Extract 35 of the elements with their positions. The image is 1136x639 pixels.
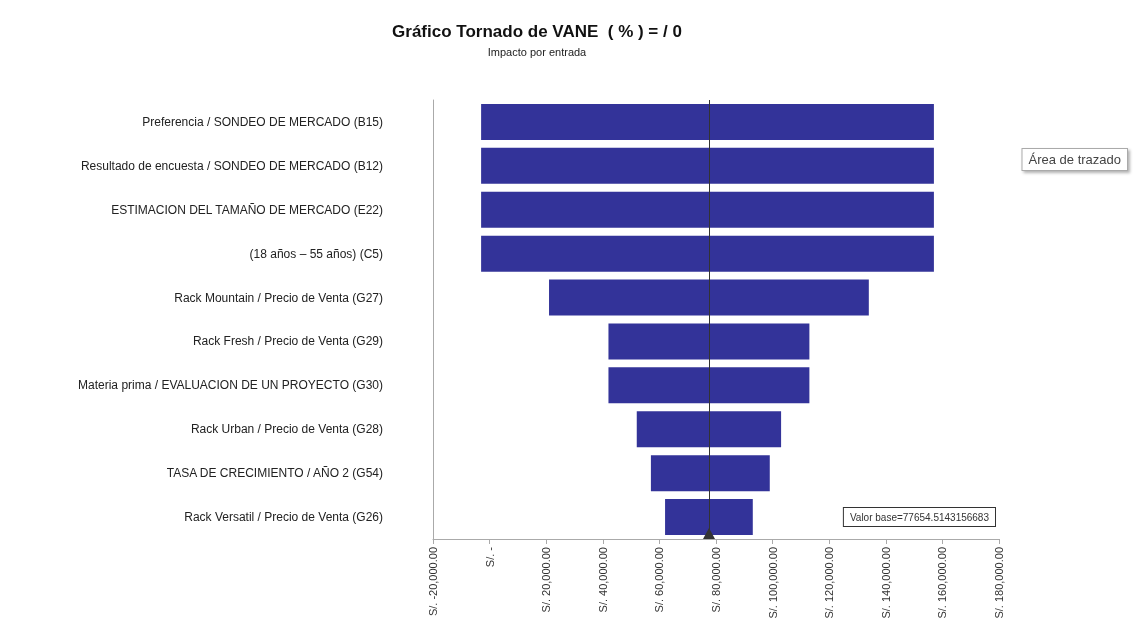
y-tick-label: Resultado de encuesta / SONDEO DE MERCADO (B12) (80, 158, 383, 173)
y-tick-label: Rack Mountain / Precio de Venta (G27) (174, 290, 383, 305)
x-tick-label: S/. 100,000.00 (766, 547, 779, 619)
bar (608, 323, 810, 360)
bar (481, 147, 934, 184)
text: Área de trazado (1028, 152, 1122, 167)
bar (481, 191, 934, 228)
x-tick-label: S/. 140,000.00 (879, 547, 892, 619)
x-tick-label: S/. 40,000.00 (596, 547, 609, 613)
bar (481, 235, 934, 272)
x-tick-label: S/. 60,000.00 (653, 547, 666, 613)
y-tick-label: Rack Versatil / Precio de Venta (G26) (184, 510, 383, 525)
y-tick-label: Rack Urban / Precio de Venta (G28) (190, 422, 383, 437)
bar (650, 455, 770, 492)
y-tick-label: Preferencia / SONDEO DE MERCADO (B15) (142, 114, 383, 129)
y-tick-label: ESTIMACION DEL TAMAÑO DE MERCADO (E22) (111, 202, 383, 217)
x-tick-label: S/. 120,000.00 (823, 547, 836, 619)
y-tick-label: TASA DE CRECIMIENTO / AÑO 2 (G54) (166, 466, 383, 481)
x-tick-label: S/. 80,000.00 (710, 547, 722, 613)
x-tick-label: S/. 180,000.00 (993, 547, 1005, 619)
y-tick-label: (18 años – 55 años) (C5) (249, 246, 383, 261)
bar (608, 367, 810, 404)
x-tick-label: S/. 160,000.00 (936, 547, 949, 619)
chart-subtitle: Impacto por entrada (487, 45, 588, 58)
x-tick-label: S/. 20,000.00 (540, 547, 553, 613)
bar (549, 279, 869, 316)
y-tick-label: Rack Fresh / Precio de Venta (G29) (192, 334, 383, 349)
y-tick-label: Materia prima / EVALUACION DE UN PROYECTO (G30) (78, 378, 383, 393)
bar (665, 499, 753, 536)
bar (481, 103, 934, 140)
bar (636, 411, 782, 448)
ref-line-label: Valor base=77654.5143156683 (849, 511, 990, 523)
chart-title: Gráfico Tornado de VANE ( % ) = / 0 (392, 22, 682, 41)
x-tick-label: S/. - (483, 546, 496, 568)
x-tick-label: S/. -20,000.00 (427, 547, 439, 617)
